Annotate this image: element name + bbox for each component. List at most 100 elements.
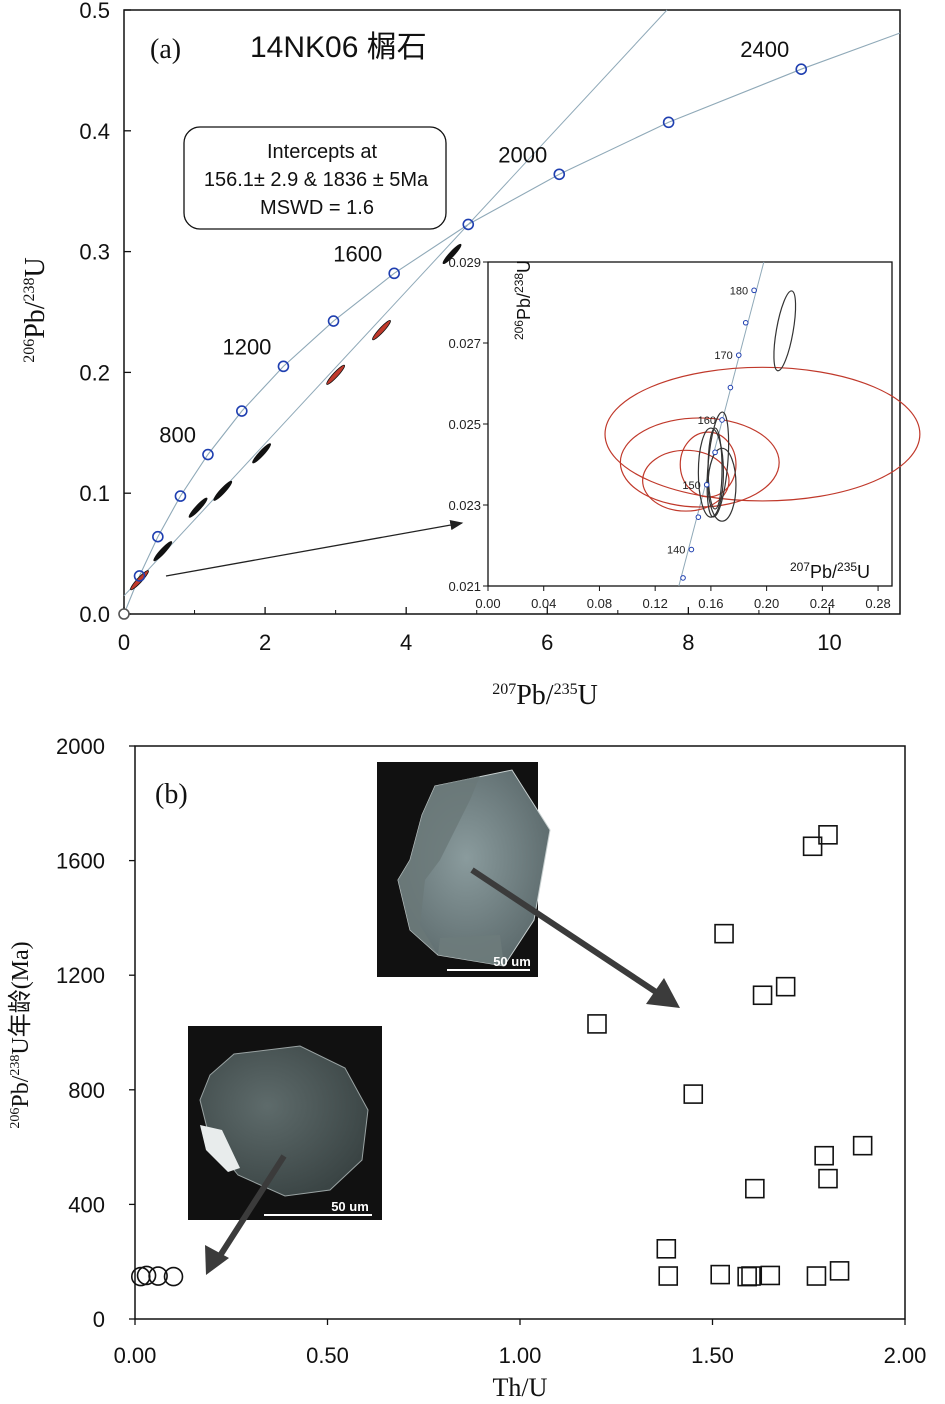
inset-age-label: 170 xyxy=(714,350,732,362)
square-point xyxy=(775,976,796,997)
annotation-line-1: Intercepts at xyxy=(267,141,378,163)
inset-chart: 0.00 0.04 0.08 0.12 0.16 0.20 0.24 0.28 0.021 0.0… xyxy=(448,255,921,611)
circle-point xyxy=(136,1265,157,1286)
inset-y-label: 206Pb/238U xyxy=(512,260,534,340)
concordia-point xyxy=(462,218,475,231)
inset-frame xyxy=(487,261,893,587)
concordia-curve xyxy=(123,32,901,615)
y-tick-label: 0.0 xyxy=(79,602,110,627)
square-point xyxy=(714,923,734,944)
age-label: 1200 xyxy=(222,334,271,359)
inset-concordia-point xyxy=(735,352,742,358)
concordia-point xyxy=(133,570,146,582)
yb-tick-label: 1200 xyxy=(56,963,105,988)
concordia-point xyxy=(553,168,566,181)
inset-age-label: 140 xyxy=(667,545,685,557)
concordia-points xyxy=(118,63,808,620)
data-ellipse xyxy=(213,480,233,501)
y-label-u: U xyxy=(20,257,51,277)
x-tick-label: 0 xyxy=(118,630,130,655)
inset-concordia-point xyxy=(680,575,686,581)
y-label-sup1: 206 xyxy=(21,339,38,363)
image-arrows xyxy=(205,867,680,1275)
inset-concordia-point xyxy=(742,319,749,326)
inset-concordia xyxy=(678,261,765,587)
inset-age-label: 160 xyxy=(698,415,716,427)
inset-y-tick-label: 0.029 xyxy=(448,255,481,270)
yb-tick-label: 1600 xyxy=(56,849,105,874)
inset-age-label: 150 xyxy=(682,480,700,492)
square-point xyxy=(752,985,773,1006)
inset-x-tick-label: 0.08 xyxy=(587,596,612,611)
inset-pointer-arrow xyxy=(165,519,464,577)
cl-image-grain-1: 50 um xyxy=(377,762,551,977)
x-label-sup2: 235 xyxy=(554,681,578,698)
x-tick-label: 2 xyxy=(259,630,271,655)
discordia-ellipses xyxy=(130,243,462,591)
square-point xyxy=(829,1261,850,1281)
annotation-line-2: 156.1± 2.9 & 1836 ± 5Ma xyxy=(204,169,429,191)
y-axis-label-b: 206Pb/238U年龄(Ma) xyxy=(7,941,34,1128)
inset-concordia-points xyxy=(680,287,757,581)
square-point xyxy=(587,1014,607,1034)
inset-x-tick-label: 0.00 xyxy=(475,596,500,611)
annotation-box xyxy=(183,126,447,230)
inset-y-sup1: 206 xyxy=(512,320,526,340)
inset-concordia-point xyxy=(751,287,757,294)
circle-point xyxy=(148,1266,168,1286)
data-ellipse xyxy=(252,443,272,464)
x-tick-label: 10 xyxy=(817,630,841,655)
concordia-point xyxy=(795,63,808,75)
age-labels: 800 1200 1600 2000 2400 xyxy=(159,37,789,447)
y-label-pb: Pb/ xyxy=(20,301,51,339)
inset-concordia-point xyxy=(695,514,702,520)
inset-concordia-point xyxy=(712,449,718,456)
inset-ellipse xyxy=(679,431,737,498)
yb-mid: U年龄(Ma) xyxy=(7,941,34,1054)
data-ellipse xyxy=(372,320,391,341)
age-label: 800 xyxy=(159,423,196,448)
arrow-grain-2 xyxy=(213,1154,287,1264)
inset-y-pb: Pb/ xyxy=(514,293,534,320)
concordia-point xyxy=(152,530,164,543)
inset-y-tick-label: 0.021 xyxy=(448,579,481,594)
concordia-point xyxy=(662,116,675,129)
inset-x-tick-label: 0.20 xyxy=(754,596,779,611)
concordia-point xyxy=(202,448,214,461)
inset-y-sup2: 238 xyxy=(512,273,526,293)
inset-ellipse xyxy=(697,427,725,518)
data-ellipse xyxy=(188,497,208,518)
inset-x-tick-label: 0.24 xyxy=(810,596,835,611)
inset-ellipse xyxy=(707,427,723,510)
yb-sup2: 238 xyxy=(8,1055,23,1076)
xb-tick-label: 1.00 xyxy=(499,1343,542,1368)
inset-x-pb: Pb/ xyxy=(810,562,837,582)
square-point xyxy=(741,1266,761,1286)
square-point xyxy=(818,825,838,845)
age-label: 2400 xyxy=(740,37,789,62)
inset-y-u: U xyxy=(514,260,534,273)
x-axis-label: 207Pb/235U xyxy=(492,680,598,711)
inset-concordia-point xyxy=(703,481,710,488)
y-axis-label: 206Pb/238U xyxy=(20,257,51,363)
yb-tick-label: 400 xyxy=(68,1192,105,1217)
square-point xyxy=(737,1266,757,1287)
square-point xyxy=(818,1168,838,1189)
panel-label: (a) xyxy=(150,34,181,65)
square-point xyxy=(802,836,823,857)
inset-x-sup2: 235 xyxy=(837,560,857,574)
y-axis-b: 0 400 800 1200 1600 2000 xyxy=(56,734,135,1332)
inset-concordia-point xyxy=(719,417,725,423)
x-label-sup1: 207 xyxy=(492,681,516,698)
x-axis: 0 2 4 6 8 10 xyxy=(118,607,842,655)
intercepts-annotation: Intercepts at 156.1± 2.9 & 1836 ± 5Ma MS… xyxy=(183,126,447,230)
inset-ellipse xyxy=(773,290,797,372)
x-axis-label-b: Th/U xyxy=(493,1373,548,1402)
x-tick-label: 6 xyxy=(541,630,553,655)
cl-scale-label-1: 50 um xyxy=(493,954,531,969)
inset-concordia-point xyxy=(727,384,734,391)
inset-ellipse xyxy=(642,449,730,512)
scatter-points xyxy=(130,825,873,1287)
x-tick-label: 8 xyxy=(682,630,694,655)
annotation-line-3: MSWD = 1.6 xyxy=(260,197,374,219)
